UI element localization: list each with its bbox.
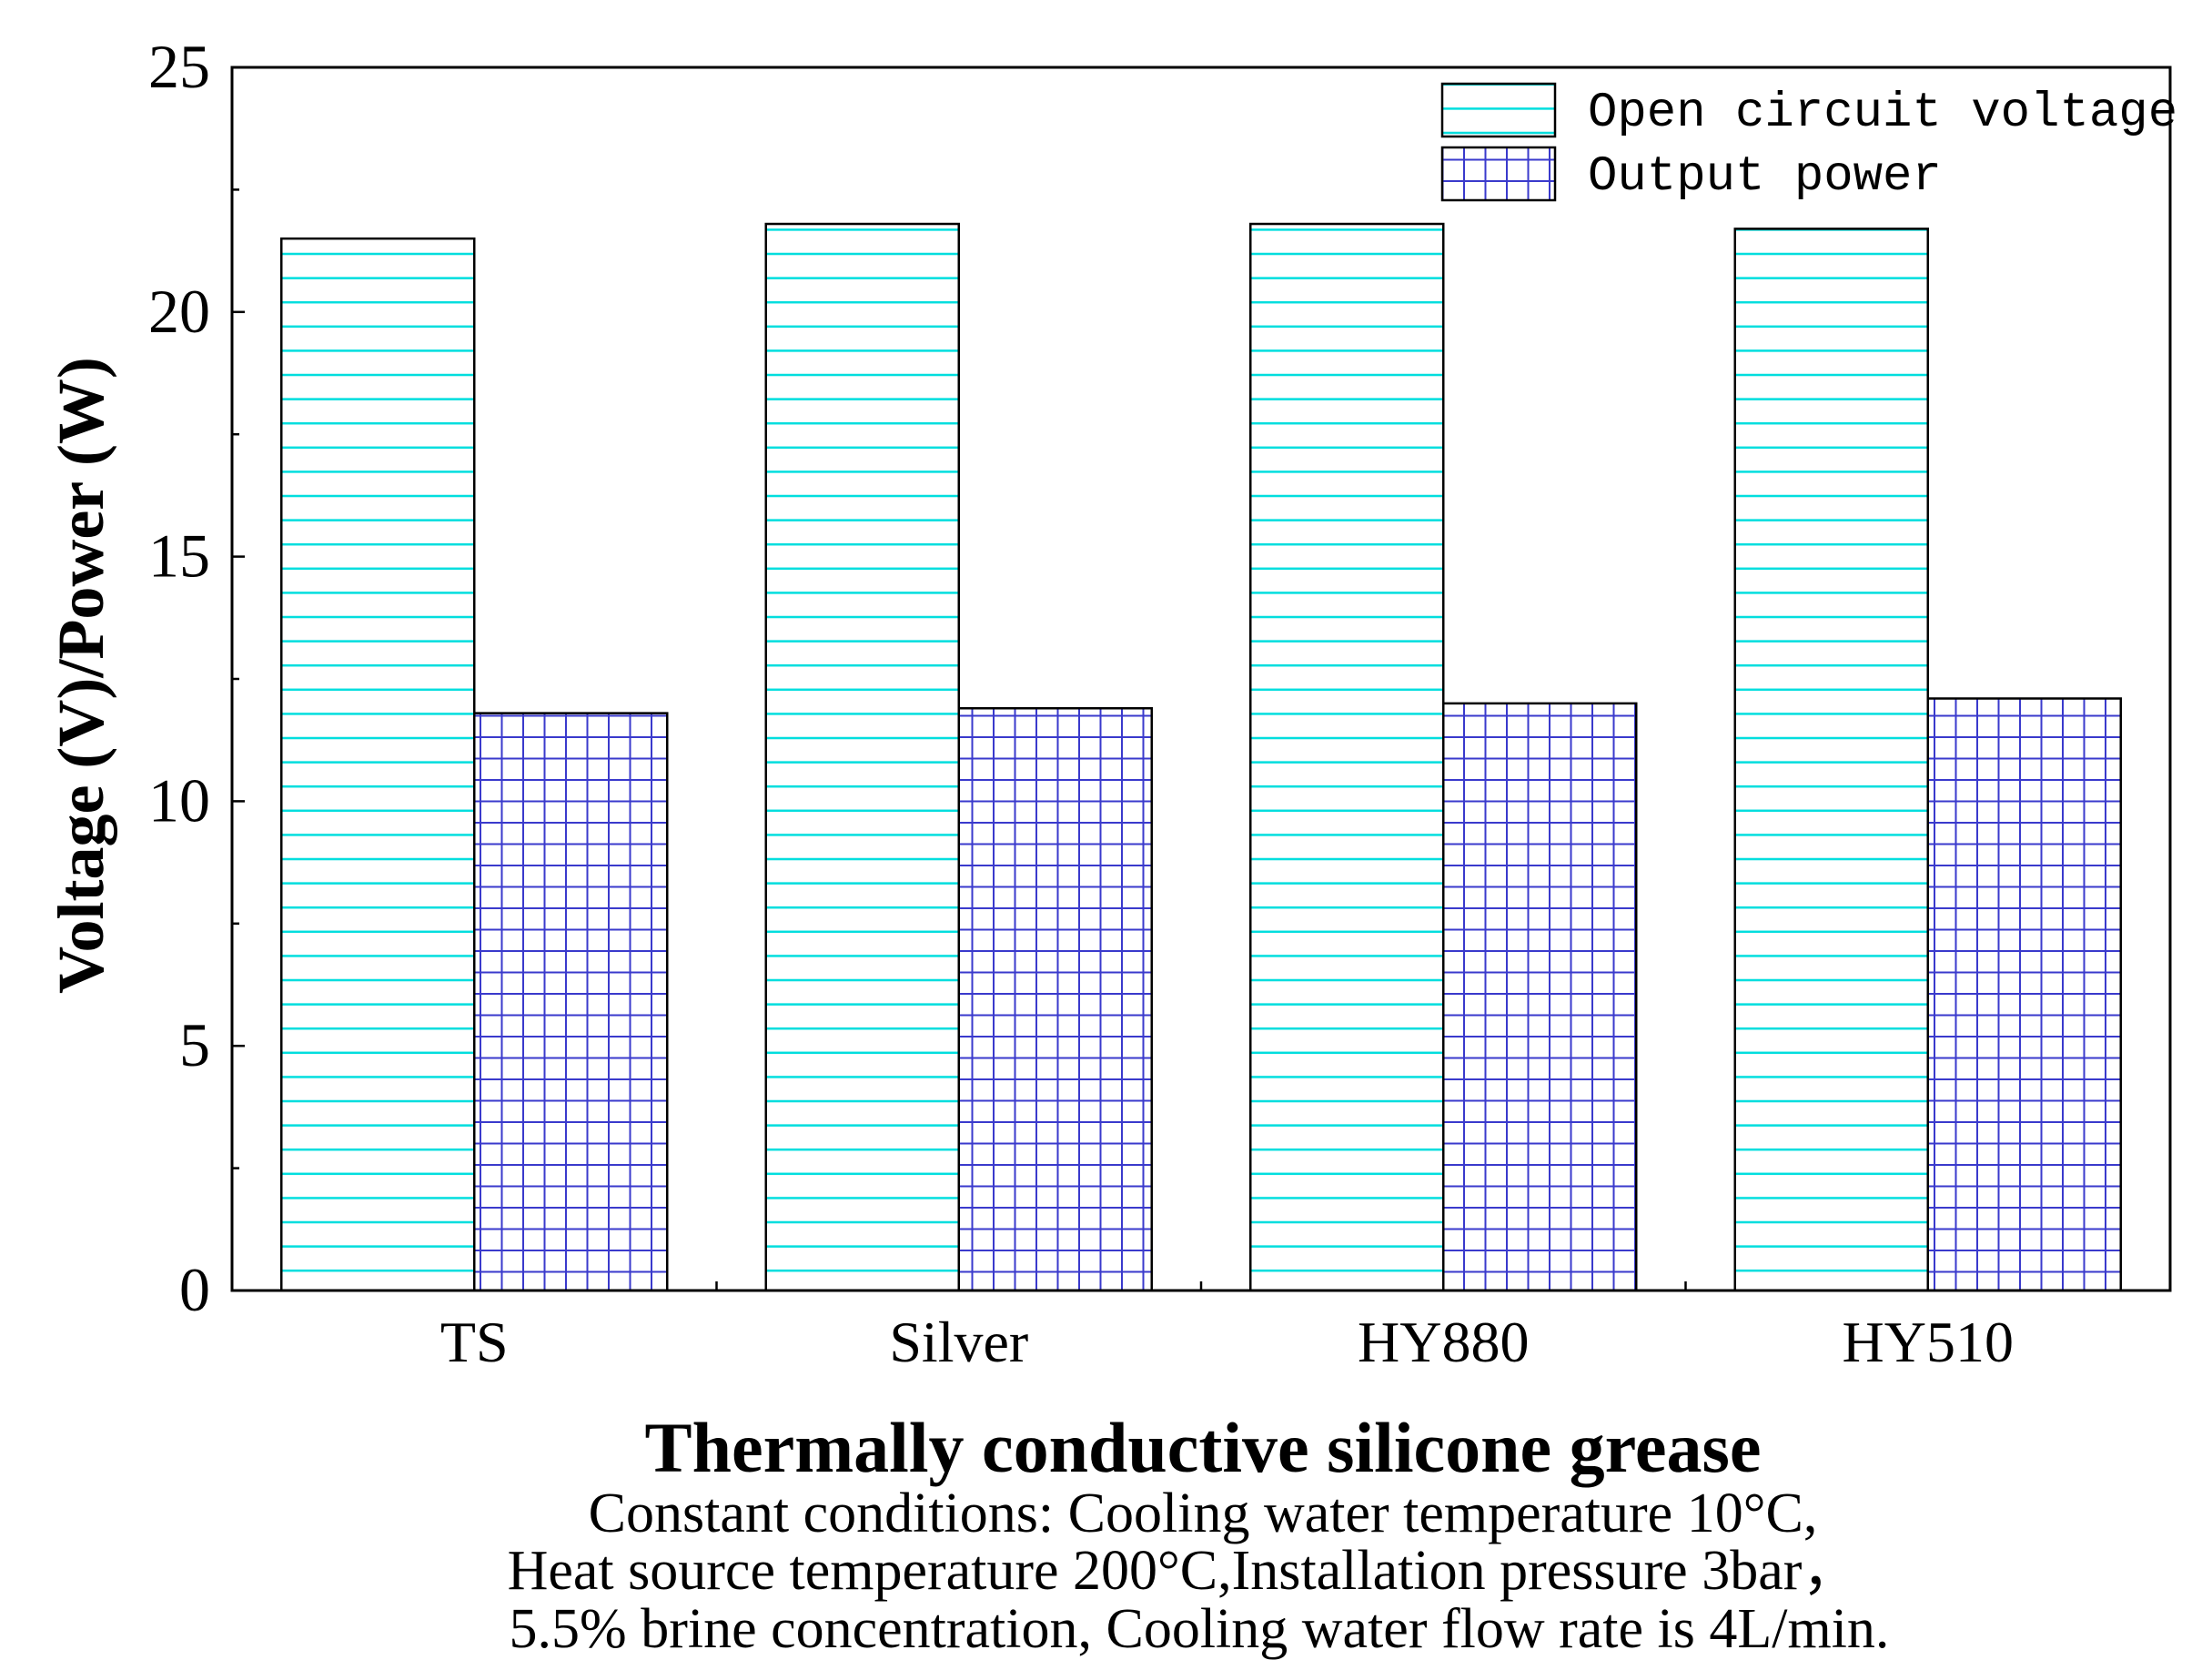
y-tick-label: 15	[148, 521, 210, 591]
x-tick-label-ts: TS	[440, 1310, 509, 1374]
x-axis: TS Silver HY880 HY510	[440, 1281, 2014, 1374]
y-tick-label: 5	[179, 1010, 210, 1079]
bar-output-power-ts	[473, 712, 669, 1292]
legend-label-open-circuit-voltage: Open circuit voltage	[1588, 86, 2177, 141]
y-tick-label: 10	[148, 765, 210, 835]
caption-line-1: Constant conditions: Cooling water tempe…	[589, 1483, 1818, 1544]
y-tick-label: 20	[148, 277, 210, 346]
legend: Open circuit voltage Output power	[1440, 82, 2177, 205]
bar-open-circuit-voltage-ts	[280, 237, 476, 1292]
x-axis-label: Thermally conductive silicone grease	[645, 1408, 1762, 1487]
y-tick-label: 25	[148, 32, 210, 101]
bar-output-power-hy510	[1926, 697, 2122, 1292]
x-tick-label-silver: Silver	[889, 1310, 1028, 1374]
bar-open-circuit-voltage-hy880	[1249, 222, 1445, 1292]
legend-label-output-power: Output power	[1588, 149, 1942, 205]
legend-swatch-open-circuit-voltage	[1440, 82, 1557, 138]
bar-output-power-silver	[957, 707, 1153, 1292]
y-axis: 0 5 10 15 20 25	[148, 32, 245, 1324]
y-axis-label: Voltage (V)/Power (W)	[45, 357, 117, 994]
caption-line-2: Heat source temperature 200°C,Installati…	[508, 1540, 1859, 1602]
legend-swatch-output-power	[1440, 146, 1557, 202]
x-tick-label-hy510: HY510	[1843, 1310, 2014, 1374]
caption-line-3: 5.5% brine concentration, Cooling water …	[510, 1598, 1890, 1660]
bar-open-circuit-voltage-silver	[764, 222, 960, 1292]
bar-output-power-hy880	[1442, 702, 1638, 1292]
y-tick-label: 0	[179, 1255, 210, 1324]
bar-open-circuit-voltage-hy510	[1733, 228, 1929, 1292]
x-tick-label-hy880: HY880	[1358, 1310, 1529, 1374]
bars-layer	[280, 222, 2122, 1292]
